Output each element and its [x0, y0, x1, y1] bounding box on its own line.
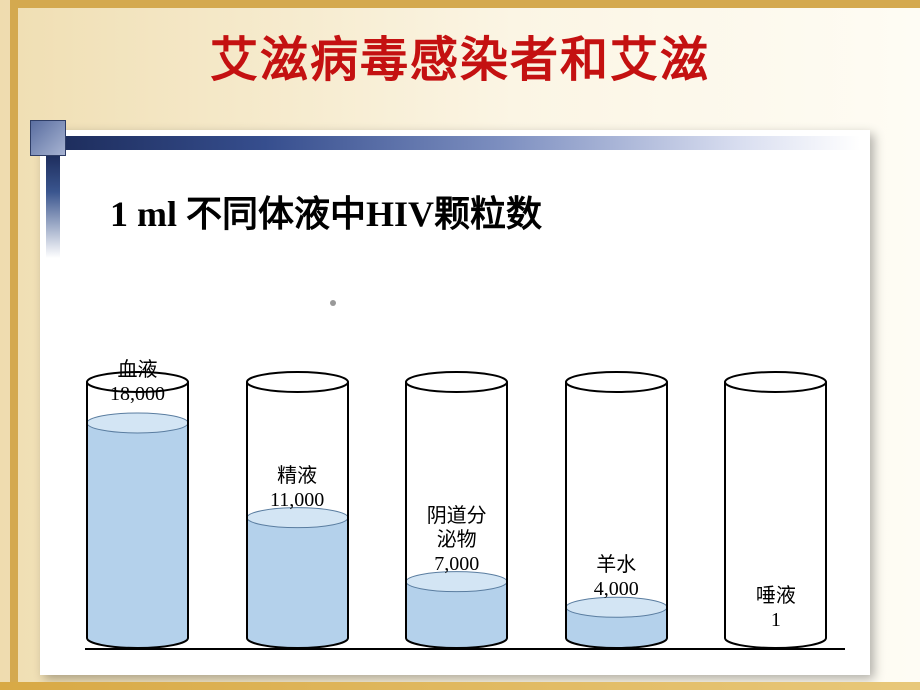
chart-area: 血液18,000 精液11,000 阴道分泌物7,000 羊水4,000 唾液1	[85, 325, 845, 650]
slide-footer-bar	[0, 682, 920, 690]
card-top-accent	[66, 136, 860, 150]
tube-label-1: 精液11,000	[245, 464, 350, 512]
tube-3: 羊水4,000	[564, 370, 669, 650]
chart-title: 1 ml 不同体液中HIV颗粒数	[110, 185, 542, 237]
tube-2: 阴道分泌物7,000	[404, 370, 509, 650]
tube-4: 唾液1	[723, 370, 828, 650]
tube-label-3: 羊水4,000	[564, 553, 669, 601]
tube-0: 血液18,000	[85, 370, 190, 650]
tube-1: 精液11,000	[245, 370, 350, 650]
tube-label-4: 唾液1	[723, 584, 828, 632]
content-card: 1 ml 不同体液中HIV颗粒数 血液18,000 精液11,000 阴道分泌物7,…	[40, 130, 870, 675]
pager-dot-icon	[330, 300, 336, 306]
tube-label-0: 血液18,000	[85, 358, 190, 406]
tube-label-2: 阴道分泌物7,000	[404, 504, 509, 576]
card-left-accent	[46, 156, 60, 666]
page-title: 艾滋病毒感染者和艾滋	[0, 20, 920, 90]
card-corner-square	[30, 120, 66, 156]
